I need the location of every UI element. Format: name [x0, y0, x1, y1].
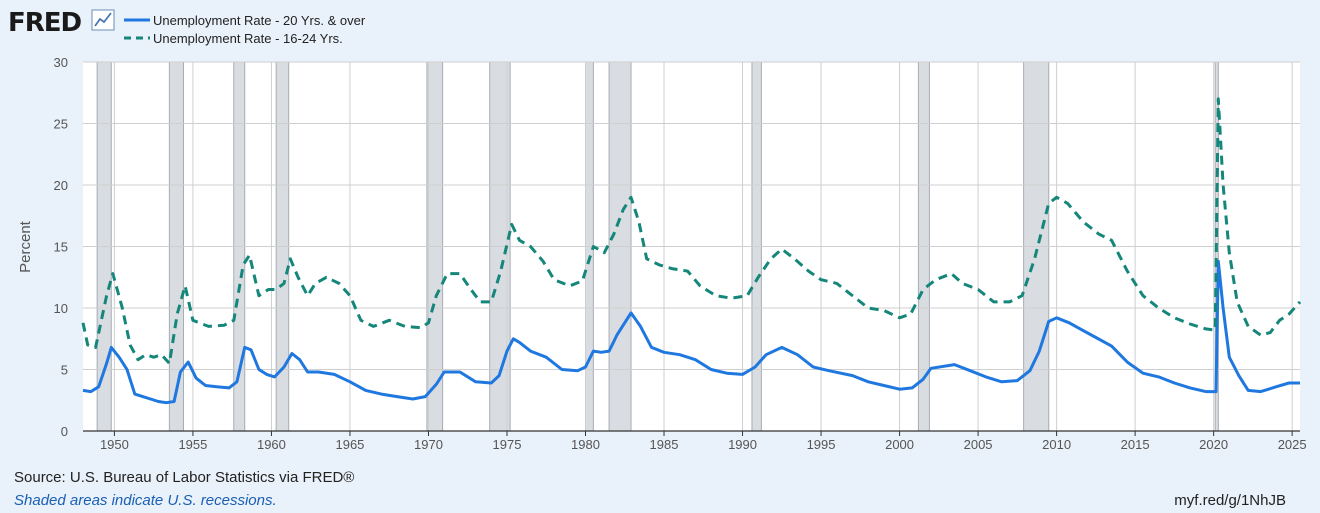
recession-note: Shaded areas indicate U.S. recessions.	[14, 492, 277, 509]
fred-logo-text: FRED	[8, 8, 82, 38]
y-tick-label-5: 5	[61, 363, 68, 378]
source-note: Source: U.S. Bureau of Labor Statistics …	[14, 469, 355, 486]
x-tick-label-2025: 2025	[1278, 437, 1307, 452]
x-tick-label-2000: 2000	[885, 437, 914, 452]
x-tick-label-2020: 2020	[1199, 437, 1228, 452]
x-tick-label-1965: 1965	[335, 437, 364, 452]
x-tick-label-1975: 1975	[493, 437, 522, 452]
y-tick-label-15: 15	[54, 240, 68, 255]
x-tick-label-1980: 1980	[571, 437, 600, 452]
x-tick-label-2015: 2015	[1121, 437, 1150, 452]
y-tick-label-20: 20	[54, 178, 68, 193]
line-chart-icon	[91, 9, 115, 31]
y-axis-ticks: 0 5 10 15 20 25 30	[54, 55, 68, 439]
x-tick-label-1960: 1960	[257, 437, 286, 452]
y-tick-label-30: 30	[54, 55, 68, 70]
legend-label-adult: Unemployment Rate - 20 Yrs. & over	[153, 13, 366, 28]
x-axis-ticks: 1950 1955 1960 1965 1970 1975 1980 1985 1990 1995…	[100, 431, 1307, 452]
x-tick-label-1990: 1990	[728, 437, 757, 452]
x-tick-label-1950: 1950	[100, 437, 129, 452]
y-tick-label-0: 0	[61, 424, 68, 439]
y-tick-label-25: 25	[54, 117, 68, 132]
short-link[interactable]: myf.red/g/1NhJB	[1174, 492, 1286, 509]
x-tick-label-2005: 2005	[964, 437, 993, 452]
x-tick-label-1985: 1985	[650, 437, 679, 452]
series-line-youth-16-24	[81, 97, 1302, 365]
y-axis-label: Percent	[17, 220, 34, 273]
x-tick-label-2010: 2010	[1042, 437, 1071, 452]
legend: Unemployment Rate - 20 Yrs. & over Unemp…	[124, 13, 366, 46]
y-tick-label-10: 10	[54, 301, 68, 316]
x-tick-label-1995: 1995	[807, 437, 836, 452]
fred-logo[interactable]: FRED	[8, 8, 115, 38]
x-tick-label-1955: 1955	[178, 437, 207, 452]
series-lines	[81, 97, 1302, 405]
gridlines	[83, 61, 1300, 431]
legend-label-youth: Unemployment Rate - 16-24 Yrs.	[153, 31, 343, 46]
x-tick-label-1970: 1970	[414, 437, 443, 452]
series-line-adult-20-over	[82, 259, 1300, 405]
